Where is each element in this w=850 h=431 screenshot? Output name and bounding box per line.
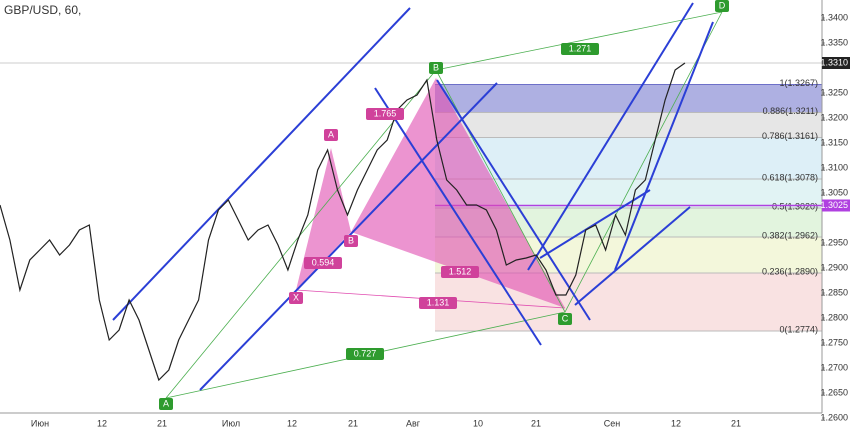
y-tick-label: 1.2700 <box>820 362 848 372</box>
price-axis <box>822 0 850 431</box>
y-tick-label: 1.2900 <box>820 262 848 272</box>
x-tick-label: 12 <box>671 418 681 428</box>
point-label: C <box>562 313 569 323</box>
point-label: D <box>719 0 726 10</box>
ratio-label: 1.131 <box>427 297 450 307</box>
green-leg <box>435 11 723 71</box>
x-tick-label: Июл <box>222 418 240 428</box>
trend-line <box>574 206 691 306</box>
x-tick-label: 21 <box>731 418 741 428</box>
point-label: A <box>328 129 334 139</box>
point-label-box <box>344 235 358 247</box>
y-tick-label: 1.2950 <box>820 237 848 247</box>
fib-label: 0.786(1.3161) <box>762 131 818 141</box>
trend-line <box>527 2 694 271</box>
y-tick-label: 1.2650 <box>820 387 848 397</box>
point-label-box <box>159 398 173 410</box>
trend-line <box>374 87 542 346</box>
y-tick-label: 1.2850 <box>820 287 848 297</box>
price-line <box>0 62 686 382</box>
x-tick-label: 12 <box>287 418 297 428</box>
y-tick-label: 1.2750 <box>820 337 848 347</box>
fib-label: 0.618(1.3078) <box>762 172 818 182</box>
point-label-box <box>324 129 338 141</box>
ratio-label: 1.512 <box>449 266 472 276</box>
x-tick-label: Июн <box>31 418 49 428</box>
axes: 1.2600 1.2650 1.2700 1.2750 1.2800 1.2850 1.29… <box>31 12 850 428</box>
point-label-box <box>289 292 303 304</box>
plot: X A B A B C D 1.765 0.594 1.512 1.131 1.271 0.727 <box>0 0 729 410</box>
x-tick-label: Сен <box>604 418 621 428</box>
x-tick-label: Авг <box>406 418 421 428</box>
fib-band <box>435 137 822 179</box>
y-tick-label: 1.3050 <box>820 187 848 197</box>
ratio-label-box <box>561 43 599 55</box>
point-label: B <box>348 235 354 245</box>
point-label: B <box>433 62 439 72</box>
y-tick-label: 1.3150 <box>820 137 848 147</box>
point-label: A <box>163 398 169 408</box>
fib-label: 1(1.3267) <box>779 78 818 88</box>
point-label-box <box>558 313 572 325</box>
price-tag <box>822 199 850 212</box>
trend-line <box>614 21 714 271</box>
price-tag <box>822 57 850 69</box>
y-tick-label: 1.3400 <box>820 12 848 22</box>
point-label-box <box>429 62 443 74</box>
fib-label: 0.5(1.3020) <box>772 201 818 211</box>
ratio-label: 1.765 <box>374 108 397 118</box>
ratio-label: 0.727 <box>354 348 377 358</box>
ratio-label-box <box>304 257 342 269</box>
price-tag-label: 1.3310 <box>820 57 848 67</box>
fib-label: 0.886(1.3211) <box>763 106 818 116</box>
fib-label: 0(1.2774) <box>779 324 818 334</box>
trend-line <box>539 189 651 259</box>
x-tick-label: 21 <box>157 418 167 428</box>
y-tick-label: 1.3100 <box>820 162 848 172</box>
y-tick-label: 1.2600 <box>820 412 848 422</box>
y-tick-label: 1.3350 <box>820 37 848 47</box>
ratio-label-box <box>419 297 457 309</box>
x-tick-label: 21 <box>531 418 541 428</box>
ratio-label: 0.594 <box>312 257 335 267</box>
ratio-label-box <box>441 266 479 278</box>
ratio-label-box <box>346 348 384 360</box>
green-leg <box>165 11 723 399</box>
y-tick-label: 1.3250 <box>820 87 848 97</box>
point-label: X <box>293 292 299 302</box>
trend-line <box>112 7 411 321</box>
chart-title: GBP/USD, 60, <box>4 3 81 17</box>
fib-band <box>435 112 822 138</box>
y-tick-label: 1.2800 <box>820 312 848 322</box>
y-tick-label: 1.3200 <box>820 112 848 122</box>
x-tick-label: 21 <box>348 418 358 428</box>
pink-triangle <box>296 148 351 290</box>
ratio-label-box <box>366 108 404 120</box>
trend-line <box>436 79 591 321</box>
price-tag-label: 1.3025 <box>820 200 848 210</box>
x-tick-label: 12 <box>97 418 107 428</box>
fib-label: 0.236(1.2890) <box>762 266 818 276</box>
x-tick-label: 10 <box>473 418 483 428</box>
point-label-box <box>715 0 729 12</box>
ratio-label: 1.271 <box>569 43 592 53</box>
fib-label: 0.382(1.2962) <box>762 230 818 240</box>
